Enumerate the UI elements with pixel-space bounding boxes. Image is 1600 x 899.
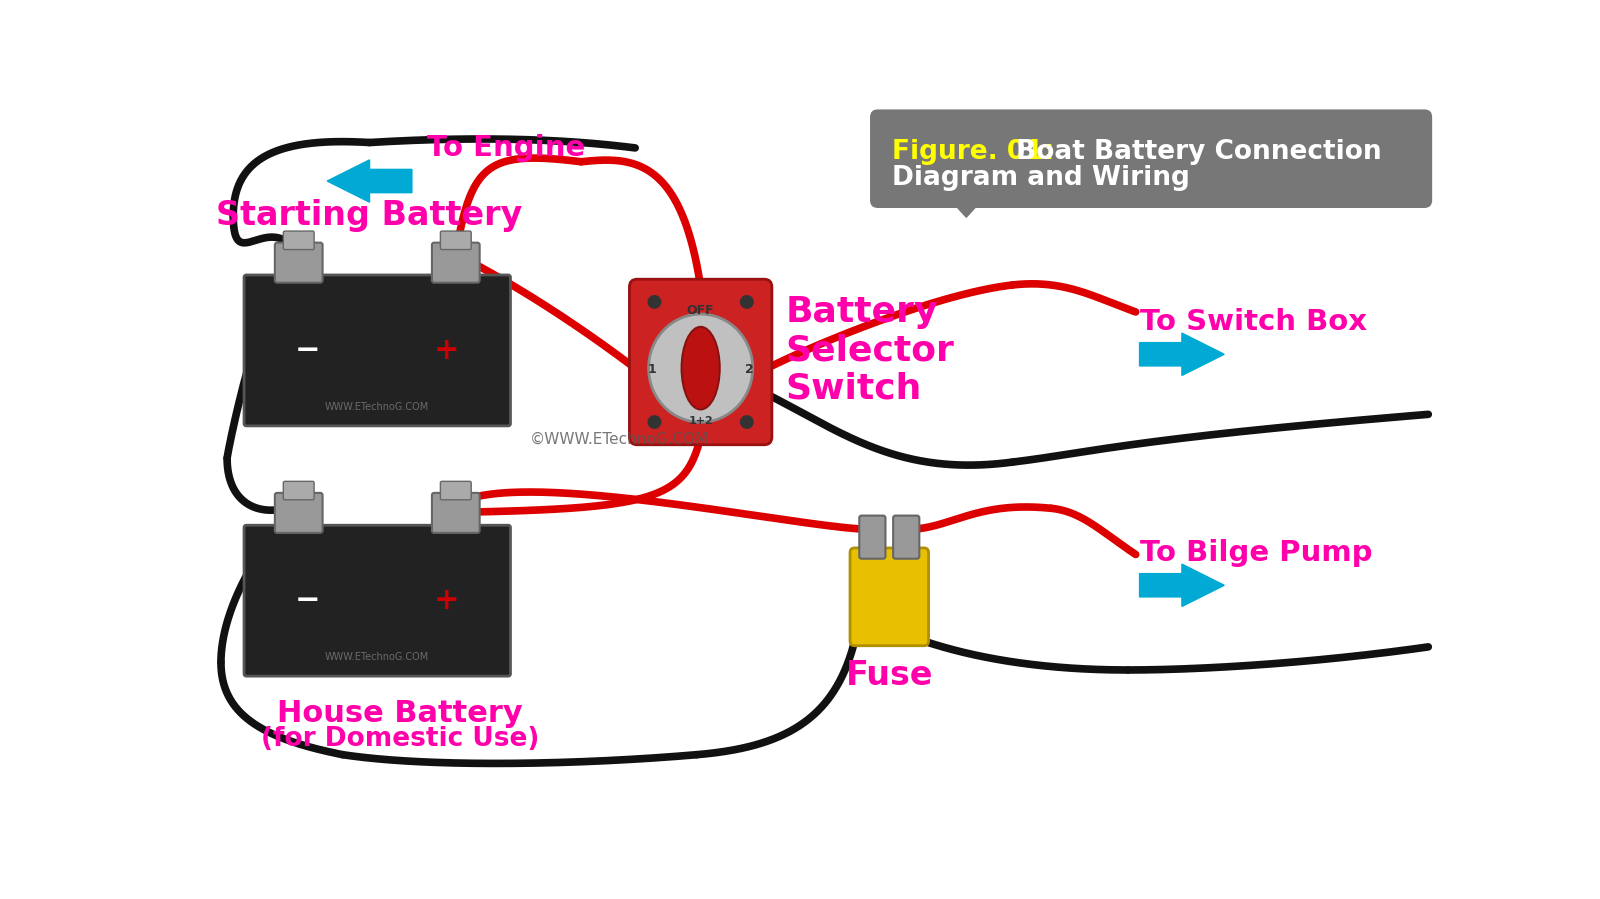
Polygon shape — [950, 200, 982, 218]
Text: To Bilge Pump: To Bilge Pump — [1139, 539, 1373, 567]
Text: ©WWW.ETechnoG.COM: ©WWW.ETechnoG.COM — [530, 432, 709, 447]
Text: Switch: Switch — [786, 372, 922, 406]
FancyBboxPatch shape — [440, 231, 470, 250]
Text: +: + — [434, 336, 459, 365]
FancyBboxPatch shape — [893, 516, 920, 558]
FancyBboxPatch shape — [283, 231, 314, 250]
FancyBboxPatch shape — [283, 481, 314, 500]
Text: To Switch Box: To Switch Box — [1139, 308, 1366, 336]
FancyArrow shape — [326, 160, 411, 202]
FancyBboxPatch shape — [275, 243, 323, 282]
FancyBboxPatch shape — [850, 547, 928, 645]
FancyBboxPatch shape — [859, 516, 885, 558]
Text: House Battery: House Battery — [277, 699, 523, 728]
Text: Starting Battery: Starting Battery — [216, 200, 523, 232]
Text: Selector: Selector — [786, 334, 954, 368]
Text: Battery: Battery — [786, 295, 938, 329]
Text: Fuse: Fuse — [845, 659, 933, 692]
Circle shape — [648, 295, 661, 309]
Circle shape — [739, 295, 754, 309]
FancyBboxPatch shape — [245, 525, 510, 676]
Circle shape — [648, 415, 661, 429]
Text: WWW.ETechnoG.COM: WWW.ETechnoG.COM — [325, 402, 429, 412]
Circle shape — [739, 415, 754, 429]
FancyBboxPatch shape — [870, 110, 1432, 208]
Text: −: − — [294, 586, 320, 615]
FancyBboxPatch shape — [432, 243, 480, 282]
Text: Diagram and Wiring: Diagram and Wiring — [891, 165, 1189, 191]
Text: OFF: OFF — [686, 304, 715, 316]
Ellipse shape — [648, 314, 752, 423]
FancyArrow shape — [1139, 564, 1224, 607]
Ellipse shape — [682, 327, 720, 409]
Text: Figure. 01:: Figure. 01: — [891, 138, 1054, 165]
FancyBboxPatch shape — [629, 280, 771, 445]
Text: To Engine: To Engine — [427, 134, 586, 162]
FancyBboxPatch shape — [275, 493, 323, 533]
Text: +: + — [434, 586, 459, 615]
Text: 1+2: 1+2 — [688, 416, 714, 426]
FancyBboxPatch shape — [440, 481, 470, 500]
Text: −: − — [294, 336, 320, 365]
Text: (for Domestic Use): (for Domestic Use) — [261, 725, 539, 752]
Text: 2: 2 — [744, 363, 754, 376]
Text: WWW.ETechnoG.COM: WWW.ETechnoG.COM — [325, 653, 429, 663]
FancyBboxPatch shape — [432, 493, 480, 533]
FancyBboxPatch shape — [245, 275, 510, 426]
FancyArrow shape — [1139, 334, 1224, 376]
Text: 1: 1 — [648, 363, 656, 376]
Text: Boat Battery Connection: Boat Battery Connection — [1006, 138, 1382, 165]
